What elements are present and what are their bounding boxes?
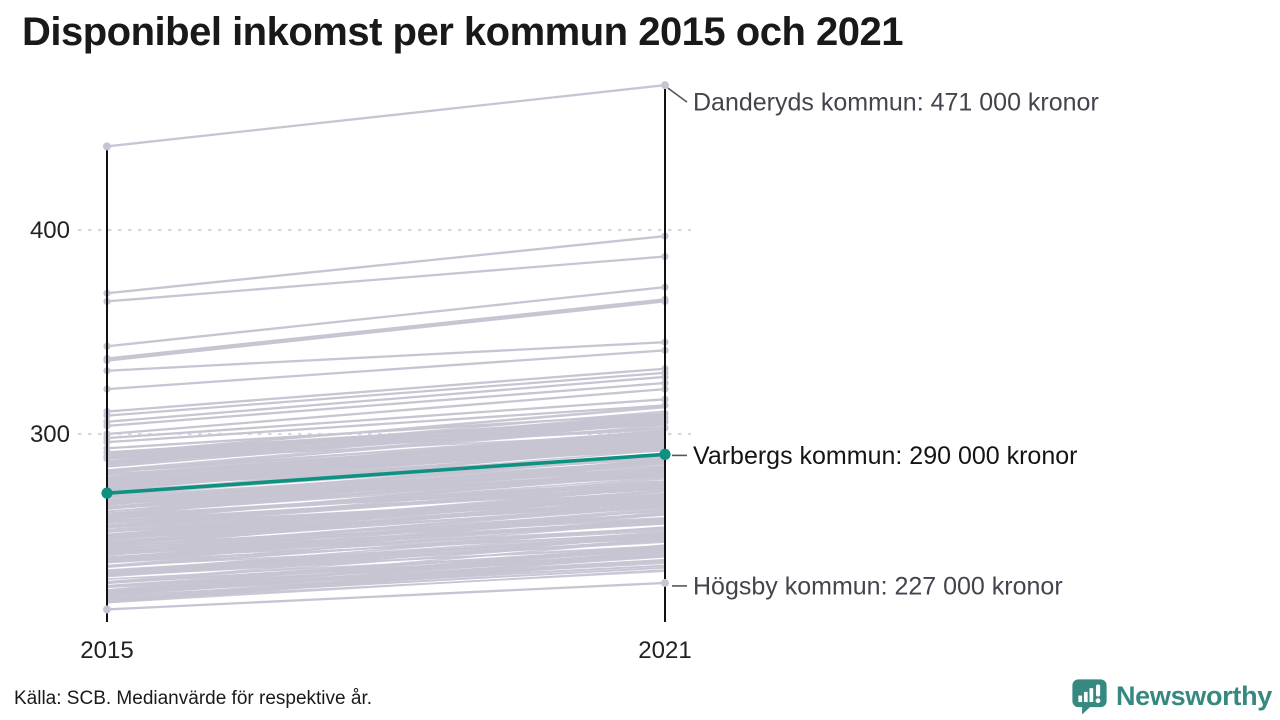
municipality-line <box>106 404 666 444</box>
municipality-line <box>106 412 666 450</box>
municipality-line <box>106 433 666 487</box>
municipality-line <box>106 523 666 556</box>
line-endpoint-dot <box>659 448 671 460</box>
label-connector <box>667 87 688 103</box>
x-axis-label-2015: 2015 <box>80 637 133 664</box>
y-tick-label: 400 <box>30 217 70 244</box>
municipality-line <box>106 550 666 596</box>
municipality-line <box>106 475 666 504</box>
municipality-line <box>106 519 666 562</box>
municipality-line <box>106 486 666 522</box>
line-endpoint-dot <box>101 487 113 499</box>
municipality-line <box>106 398 666 440</box>
municipality-line <box>106 462 666 510</box>
municipality-line <box>106 517 666 551</box>
source-note: Källa: SCB. Medianvärde för respektive å… <box>14 688 373 709</box>
municipality-line <box>106 569 666 604</box>
municipality-line <box>106 442 666 488</box>
municipality-line <box>106 497 666 533</box>
annotation-label: Varbergs kommun: 290 000 kronor <box>693 442 1077 470</box>
municipality-line <box>106 519 666 555</box>
municipality-line <box>106 554 666 589</box>
municipality-line <box>106 349 666 391</box>
upper-lines <box>103 232 669 463</box>
municipality-line <box>106 430 666 478</box>
municipality-line <box>106 581 666 611</box>
annotation-label: Högsby kommun: 227 000 kronor <box>693 572 1063 600</box>
newsworthy-wordmark: Newsworthy <box>1115 681 1272 711</box>
municipality-line <box>106 445 666 483</box>
line-endpoint-dot <box>103 142 111 151</box>
municipality-line <box>106 300 666 362</box>
municipality-line <box>106 234 666 295</box>
municipality-line <box>106 549 666 588</box>
annotated-line-1: Varbergs kommun: 290 000 kronor <box>101 442 1077 499</box>
municipality-line <box>106 381 666 427</box>
municipality-line <box>106 529 666 561</box>
municipality-line <box>106 504 666 546</box>
municipality-line <box>106 417 666 465</box>
municipality-line <box>106 548 666 580</box>
municipality-line <box>106 371 666 417</box>
municipality-line <box>106 426 666 460</box>
municipality-line <box>106 416 666 454</box>
municipality-line <box>106 452 666 495</box>
line-endpoint-dot <box>661 81 669 90</box>
municipality-line <box>106 564 666 594</box>
municipality-line <box>106 503 666 538</box>
line-endpoint-dot <box>661 578 669 587</box>
chart-title: Disponibel inkomst per kommun 2015 och 2… <box>22 10 904 54</box>
municipality-line <box>106 420 666 458</box>
municipality-line <box>106 341 666 372</box>
municipality-line <box>106 255 666 303</box>
municipality-line <box>106 375 666 423</box>
y-tick-label: 300 <box>30 421 70 448</box>
municipality-line <box>106 532 666 564</box>
newsworthy-logo: Newsworthy <box>1071 678 1272 715</box>
municipality-line <box>106 544 666 594</box>
municipality-line <box>106 298 666 360</box>
municipality-line <box>106 476 666 520</box>
municipality-line <box>106 84 666 148</box>
municipality-line <box>106 489 666 531</box>
line-endpoint-dot <box>103 605 111 614</box>
municipality-line <box>106 468 666 516</box>
newsworthy-icon <box>1072 679 1107 715</box>
municipality-line <box>106 527 666 558</box>
municipality-line <box>106 367 666 413</box>
annotation-label: Danderyds kommun: 471 000 kronor <box>693 89 1099 117</box>
annotated-line-2: Högsby kommun: 227 000 kronor <box>103 572 1063 614</box>
municipality-line <box>106 535 666 571</box>
municipality-line <box>106 538 666 578</box>
annotated-line-0: Danderyds kommun: 471 000 kronor <box>103 81 1099 151</box>
municipality-line <box>106 512 666 547</box>
x-axis-label-2021: 2021 <box>638 637 691 664</box>
municipality-line <box>106 487 666 525</box>
municipality-line <box>106 387 666 436</box>
municipality-line <box>106 285 666 348</box>
